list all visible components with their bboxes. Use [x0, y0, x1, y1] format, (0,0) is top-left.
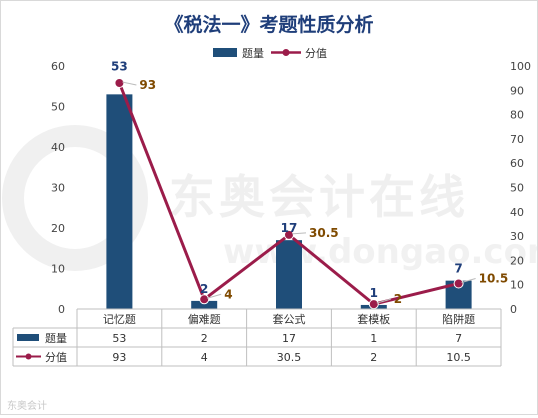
- table-cell-bar: 17: [282, 332, 296, 345]
- line-label-leader: [291, 232, 307, 235]
- line-point-陷阱题: [453, 278, 464, 289]
- y-right-tick-label: 90: [510, 84, 524, 97]
- table-cell-line: 4: [201, 351, 208, 364]
- table-row-swatch-bar: [17, 334, 39, 341]
- x-category-label: 偏难题: [188, 312, 221, 326]
- bars: [106, 94, 472, 309]
- y-right-tick-label: 0: [510, 303, 517, 316]
- legend-marker-line: [282, 49, 290, 56]
- table-cell-bar: 1: [370, 332, 377, 345]
- line-value-label: 4: [224, 287, 232, 301]
- line-label-leader: [461, 278, 476, 283]
- x-category-label: 套公式: [273, 313, 306, 326]
- line-value-label: 10.5: [479, 271, 509, 285]
- bar-偏难题: [191, 300, 218, 309]
- y-left-tick-label: 50: [51, 101, 65, 114]
- watermark-logo-ring: [2, 125, 148, 271]
- y-right-tick-label: 80: [510, 109, 524, 122]
- y-left-tick-label: 60: [51, 60, 65, 73]
- table-cell-line: 93: [112, 351, 126, 364]
- table-cell-line: 2: [370, 351, 377, 364]
- x-category-label: 陷阱题: [442, 312, 475, 326]
- y-right-tick-label: 50: [510, 182, 524, 195]
- line-value-label: 93: [139, 78, 156, 92]
- y-right-tick-label: 30: [510, 230, 524, 243]
- table-cell-line: 10.5: [446, 351, 471, 364]
- legend-label-line: 分值: [305, 47, 327, 60]
- watermark-sub-text: www.dongao.com: [223, 232, 537, 272]
- x-category-label: 记忆题: [103, 313, 136, 326]
- chart-title: 《税法一》考题性质分析: [164, 13, 373, 36]
- table-row-marker-line: [25, 353, 32, 360]
- watermark-footer: 东奥会计: [7, 399, 47, 412]
- line-value-label: 30.5: [309, 226, 339, 240]
- table-row-label-bar: 题量: [45, 332, 67, 345]
- y-right-tick-label: 40: [510, 206, 524, 219]
- y-right-tick-label: 60: [510, 157, 524, 170]
- line-value-label: 2: [394, 292, 402, 306]
- bar-value-label: 17: [281, 221, 298, 235]
- table-cell-bar: 2: [201, 332, 208, 345]
- line-point-套公式: [284, 229, 294, 240]
- y-left-tick-label: 30: [51, 182, 65, 195]
- line-point-套模板: [368, 299, 379, 310]
- bar-value-label: 7: [454, 262, 462, 276]
- y-left-tick-label: 0: [58, 303, 65, 316]
- y-right-tick-label: 100: [510, 60, 531, 73]
- line-label-leader: [122, 81, 137, 86]
- y-right-tick-label: 70: [510, 133, 524, 146]
- y-left-tick-label: 20: [51, 222, 65, 235]
- line-point-偏难题: [199, 294, 210, 305]
- legend: 题量 分值: [213, 47, 327, 60]
- table-cell-line: 30.5: [277, 351, 302, 364]
- bar-value-label: 53: [111, 59, 128, 73]
- legend-label-bar: 题量: [242, 47, 264, 60]
- bar-记忆题: [106, 94, 133, 309]
- bar-value-label: 1: [370, 286, 378, 300]
- bar-value-label: 2: [200, 282, 208, 296]
- line-label-leader: [207, 293, 222, 299]
- table-cell-bar: 53: [112, 332, 126, 345]
- watermark-main-text: 东奥会计在线: [169, 170, 469, 224]
- y-right-tick-label: 20: [510, 254, 524, 267]
- table-row-label-line: 分值: [45, 351, 67, 364]
- x-category-label: 套模板: [357, 312, 390, 326]
- legend-swatch-bar: [213, 48, 237, 57]
- y-left-tick-label: 40: [51, 141, 65, 154]
- bar-套公式: [276, 240, 302, 309]
- y-right-tick-label: 10: [510, 279, 524, 292]
- axes: 0 10 20 30 40 50 60 0 10 20 30 40 50 60 70 80 90 100: [51, 60, 531, 316]
- y-left-tick-label: 10: [51, 263, 65, 276]
- line-series: [114, 78, 464, 310]
- line-label-leader: [376, 298, 391, 304]
- table-cell-bar: 7: [455, 332, 462, 345]
- line-point-记忆题: [114, 78, 125, 89]
- watermark: 东奥会计在线 www.dongao.com: [2, 125, 538, 272]
